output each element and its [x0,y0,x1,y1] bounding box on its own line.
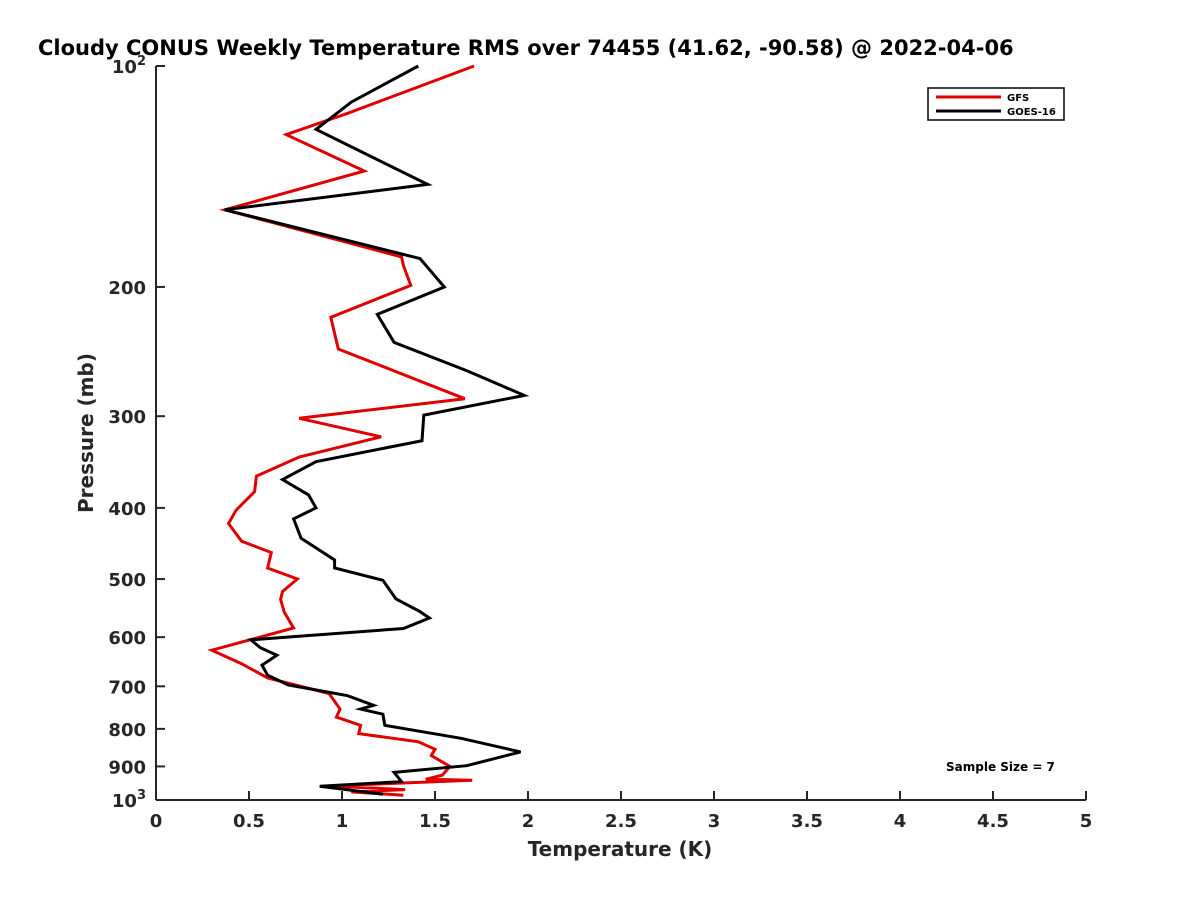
x-tick-label: 2.5 [605,811,637,832]
x-tick-label: 2 [522,811,535,832]
x-axis-label: Temperature (K) [528,837,713,861]
x-tick-label: 1 [336,811,349,832]
y-tick-label: 300 [108,407,146,428]
x-tick-label: 5 [1080,811,1093,832]
series-layer [207,64,530,797]
x-tick-label: 1.5 [419,811,451,832]
y-tick-label: 800 [108,720,146,741]
y-tick-label: 900 [108,757,146,778]
legend-label-gfs: GFS [1007,93,1029,104]
y-tick-label: 103 [112,788,146,812]
x-tick-label: 0.5 [233,811,265,832]
y-tick-label: 102 [112,54,146,78]
y-tick-label: 500 [108,570,146,591]
sample-size-annotation: Sample Size = 7 [946,760,1055,774]
x-tick-label: 0 [150,811,163,832]
x-tick-label: 3 [708,811,721,832]
y-axis-label: Pressure (mb) [74,353,98,513]
y-ticks: 102 200 300 400 500 600 700 800 900 103 [108,54,165,812]
y-tick-label: 400 [108,499,146,520]
x-tick-label: 4.5 [977,811,1009,832]
legend-label-goes16: GOES-16 [1007,107,1056,118]
x-tick-label: 3.5 [791,811,823,832]
y-tick-label: 600 [108,628,146,649]
y-tick-label: 200 [108,278,146,299]
series-line-goes16 [224,64,530,796]
series-line-gfs [207,64,475,797]
chart-title: Cloudy CONUS Weekly Temperature RMS over… [38,36,1014,60]
x-ticks: 0 0.5 1 1.5 2 2.5 3 3.5 4 4.5 5 [150,791,1093,832]
y-tick-label: 700 [108,677,146,698]
x-tick-label: 4 [894,811,907,832]
legend: GFS GOES-16 [927,87,1065,121]
legend-box [927,87,1065,121]
